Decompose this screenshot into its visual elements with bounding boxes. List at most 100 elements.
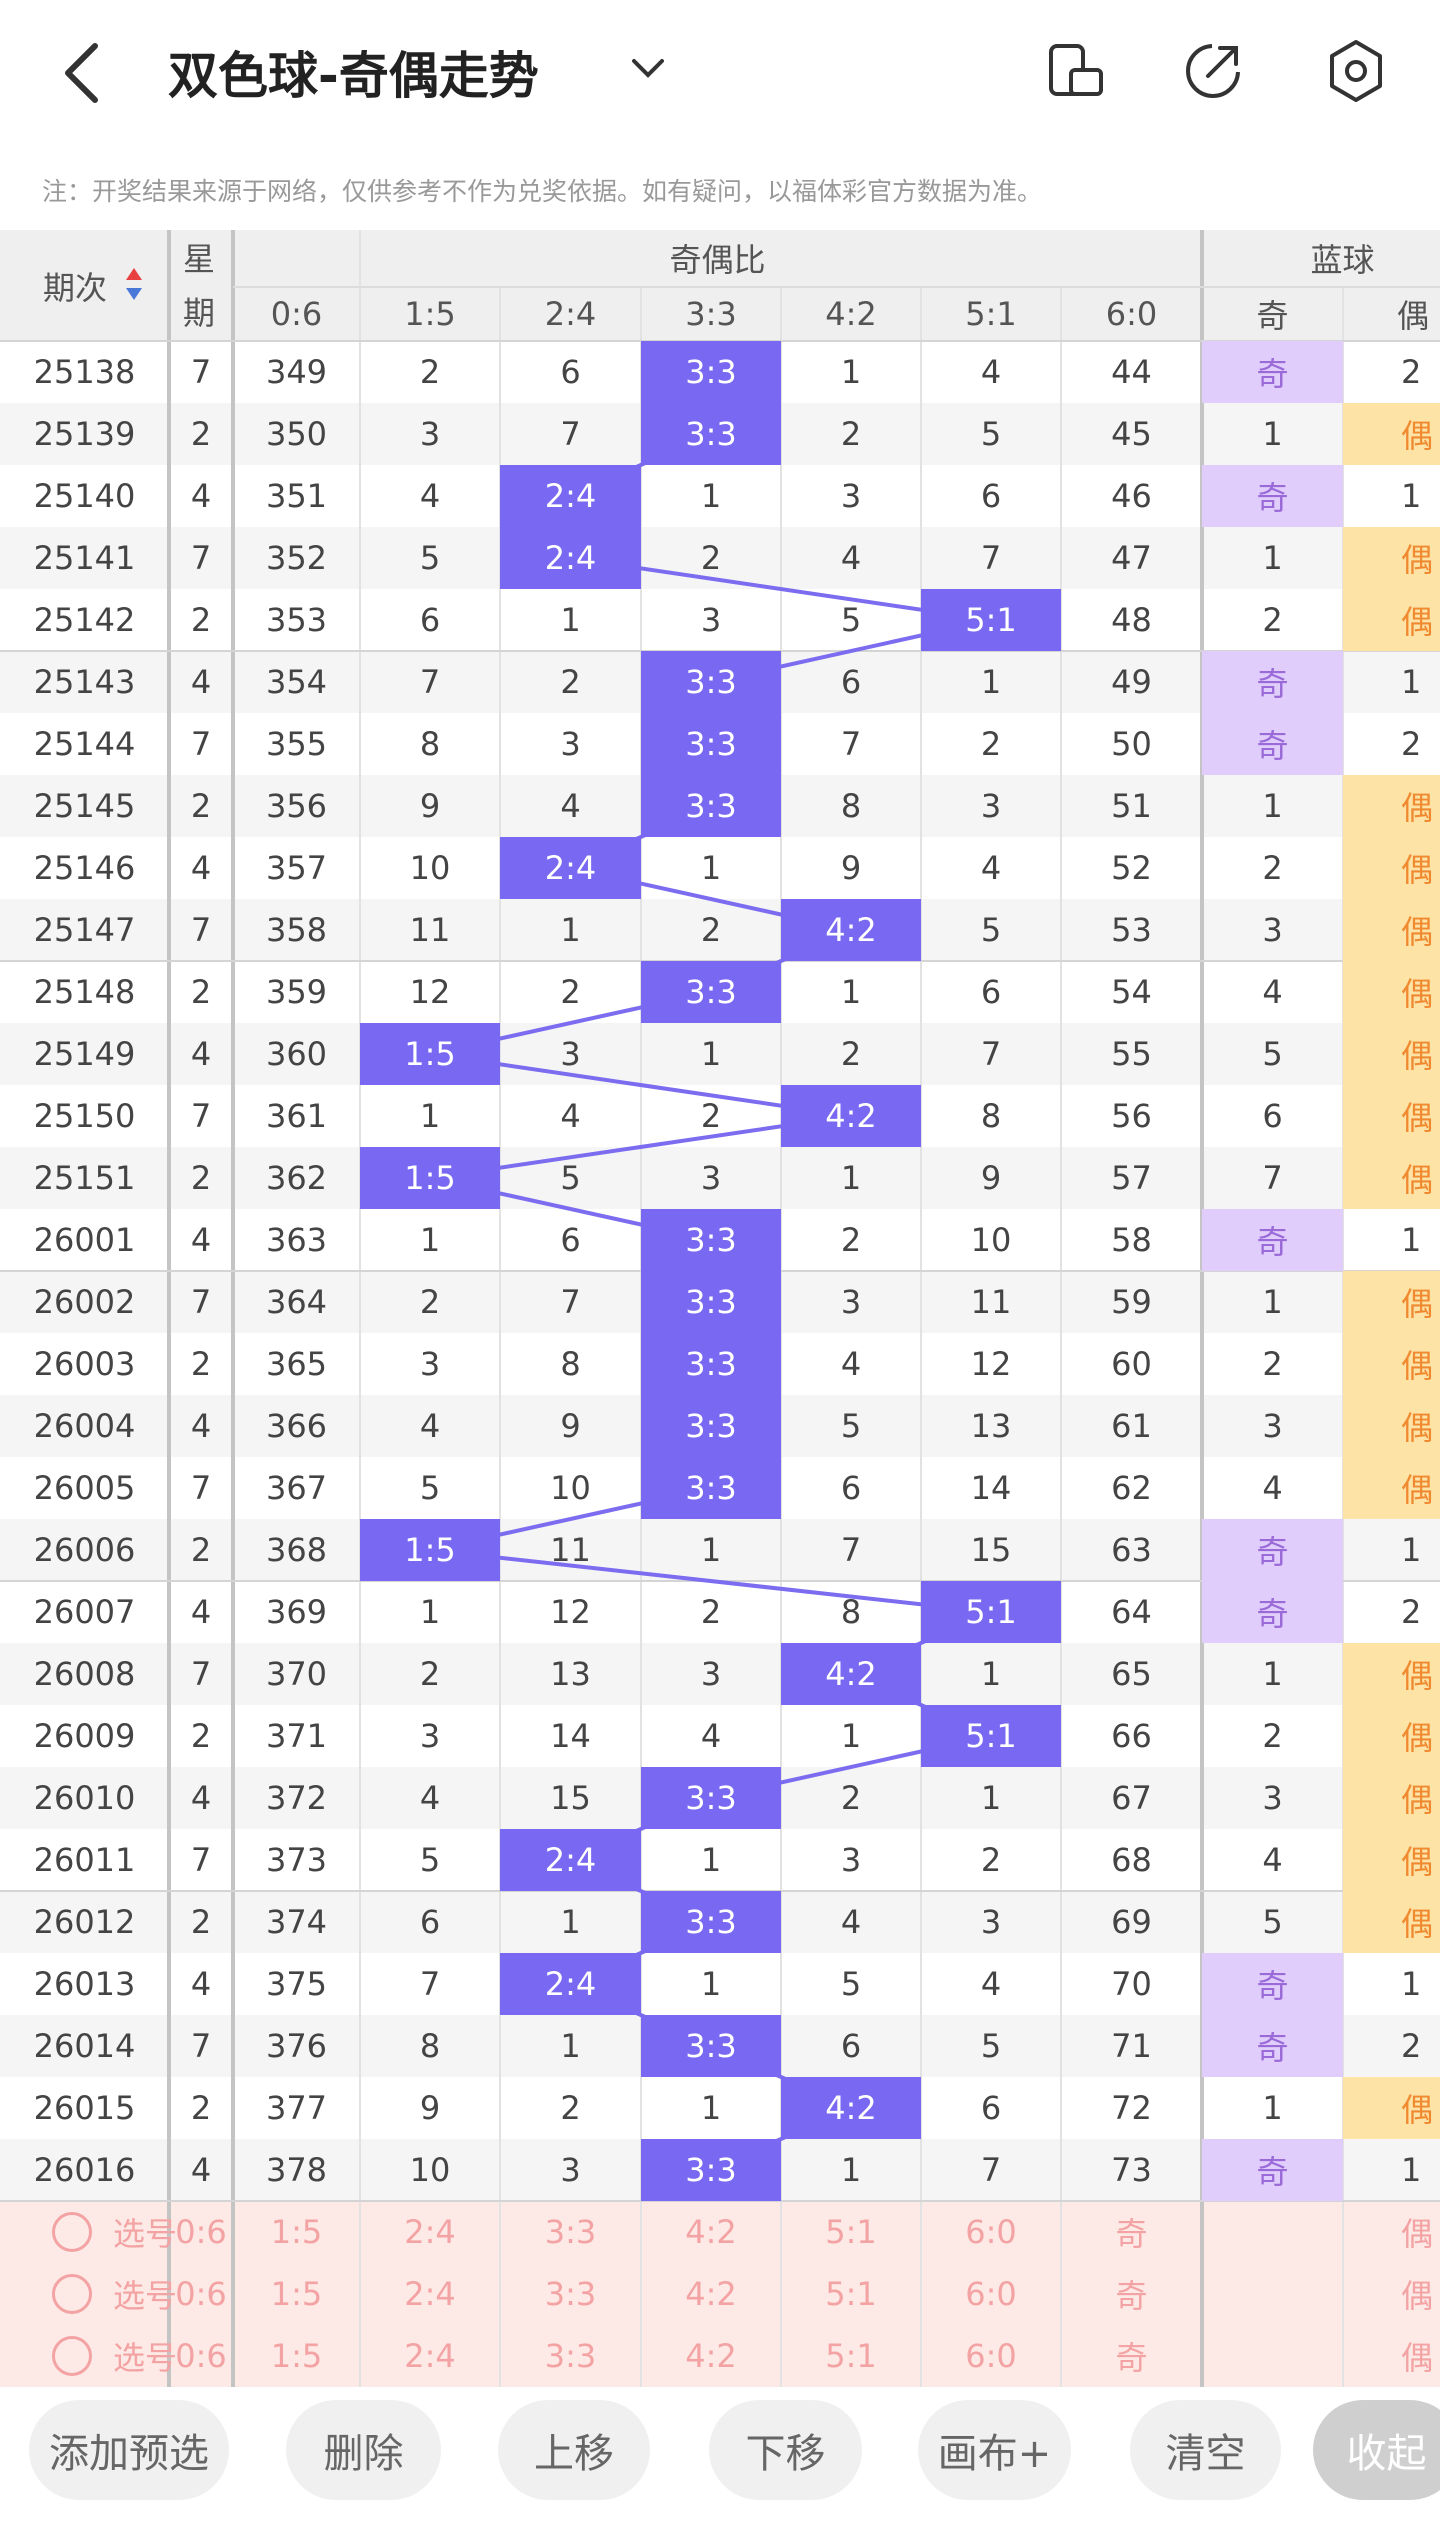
picker-radio[interactable] <box>52 2212 92 2252</box>
picker-option[interactable]: 偶 <box>1401 2339 1434 2377</box>
picker-option[interactable]: 1:5 <box>270 2337 323 2375</box>
header-ratio-col: 0:6 <box>270 294 323 333</box>
picker-option[interactable]: 偶 <box>1401 2215 1434 2253</box>
disclaimer: 注：开奖结果来源于网络，仅供参考不作为兑奖依据。如有疑问，以福体彩官方数据为准。 <box>42 177 1043 206</box>
cell: 349 <box>265 353 328 391</box>
cell: 356 <box>265 787 328 825</box>
even-cell: 偶 <box>1343 899 1440 961</box>
cell: 1 <box>840 2151 862 2189</box>
picker-option[interactable]: 1:5 <box>270 2213 323 2251</box>
picker-option[interactable]: 0:6 <box>175 2213 227 2251</box>
cell: 15 <box>550 1779 591 1817</box>
header-ratio-col: 2:4 <box>544 294 597 333</box>
grid-line <box>167 230 171 2387</box>
toolbar-button[interactable]: 清空 <box>1130 2400 1281 2500</box>
picker-option[interactable]: 4:2 <box>685 2337 737 2375</box>
cell: 7 <box>190 1841 212 1879</box>
picker-option[interactable]: 5:1 <box>825 2337 877 2375</box>
picker-option[interactable]: 奇 <box>1115 2277 1148 2315</box>
picker-option[interactable]: 1:5 <box>270 2275 323 2313</box>
cell: 2 <box>1262 1717 1283 1755</box>
cell: 25144 <box>33 725 136 763</box>
cell: 355 <box>265 725 328 763</box>
picker-option[interactable]: 4:2 <box>685 2213 737 2251</box>
cell: 7 <box>1262 1159 1283 1197</box>
cell: 358 <box>265 911 328 949</box>
cell: 56 <box>1111 1097 1152 1135</box>
picker-option[interactable]: 偶 <box>1401 2277 1434 2315</box>
toolbar-button[interactable]: 收起 <box>1313 2400 1440 2500</box>
cell: 4 <box>1262 1469 1283 1507</box>
toolbar-button[interactable]: 添加预选 <box>29 2400 229 2500</box>
cell: 2 <box>190 601 212 639</box>
rotate-icon[interactable] <box>1045 40 1105 102</box>
cell: 26014 <box>33 2027 136 2065</box>
cell: 2 <box>1401 2027 1422 2065</box>
picker-option[interactable]: 5:1 <box>825 2275 877 2313</box>
picker-option[interactable]: 3:3 <box>544 2213 597 2251</box>
cell: 2 <box>1262 601 1283 639</box>
picker-option[interactable]: 2:4 <box>404 2337 456 2375</box>
picker-option[interactable]: 奇 <box>1115 2215 1148 2253</box>
settings-icon[interactable] <box>1325 38 1387 104</box>
cell: 5 <box>840 1407 862 1445</box>
cell: 1 <box>560 911 581 949</box>
sort-icon[interactable] <box>124 266 144 302</box>
cell: 66 <box>1111 1717 1152 1755</box>
picker-option[interactable]: 选号 <box>112 2277 177 2315</box>
cell: 2 <box>190 1531 212 1569</box>
grid-line <box>359 230 361 2387</box>
toolbar-button[interactable]: 下移 <box>709 2400 862 2500</box>
even-cell: 偶 <box>1343 1333 1440 1395</box>
cell: 1 <box>419 1593 441 1631</box>
cell: 2 <box>560 973 581 1011</box>
hit-cell: 4:2 <box>781 1085 921 1147</box>
picker-option[interactable]: 6:0 <box>965 2275 1017 2313</box>
cell: 4 <box>1262 1841 1283 1879</box>
picker-option[interactable]: 6:0 <box>965 2337 1017 2375</box>
hit-cell: 3:3 <box>641 651 781 713</box>
picker-option[interactable]: 奇 <box>1115 2339 1148 2377</box>
toolbar-button[interactable]: 删除 <box>286 2400 441 2500</box>
picker-option[interactable]: 选号 <box>112 2215 177 2253</box>
cell: 2 <box>700 1593 722 1631</box>
toolbar-button[interactable]: 上移 <box>498 2400 650 2500</box>
picker-option[interactable]: 4:2 <box>685 2275 737 2313</box>
cell: 7 <box>190 1283 212 1321</box>
picker-option[interactable]: 0:6 <box>175 2275 227 2313</box>
back-button[interactable] <box>50 38 110 108</box>
cell: 7 <box>190 911 212 949</box>
picker-option[interactable]: 0:6 <box>175 2337 227 2375</box>
picker-option[interactable]: 5:1 <box>825 2213 877 2251</box>
cell: 2 <box>980 725 1002 763</box>
cell: 3 <box>419 1717 441 1755</box>
cell: 5 <box>980 2027 1002 2065</box>
share-icon[interactable] <box>1182 40 1244 102</box>
picker-radio[interactable] <box>52 2336 92 2376</box>
cell: 25148 <box>33 973 136 1011</box>
cell: 3 <box>700 1655 722 1693</box>
cell: 3 <box>560 725 581 763</box>
cell: 4 <box>419 1779 441 1817</box>
odd-cell: 奇 <box>1202 1581 1343 1643</box>
cell: 5 <box>840 601 862 639</box>
picker-option[interactable]: 2:4 <box>404 2213 456 2251</box>
picker-option[interactable]: 3:3 <box>544 2337 597 2375</box>
cell: 1 <box>980 663 1002 701</box>
even-cell: 偶 <box>1343 1643 1440 1705</box>
cell: 1 <box>840 1159 862 1197</box>
dropdown[interactable] <box>628 55 668 85</box>
cell: 1 <box>700 1531 722 1569</box>
picker-option[interactable]: 2:4 <box>404 2275 456 2313</box>
cell: 373 <box>265 1841 328 1879</box>
picker-option[interactable]: 3:3 <box>544 2275 597 2313</box>
toolbar-button[interactable]: 画布+ <box>918 2400 1071 2500</box>
cell: 5 <box>419 1841 441 1879</box>
picker-radio[interactable] <box>52 2274 92 2314</box>
picker-option[interactable]: 选号 <box>112 2339 177 2377</box>
picker-option[interactable]: 6:0 <box>965 2213 1017 2251</box>
cell: 2 <box>419 353 441 391</box>
cell: 357 <box>265 849 328 887</box>
cell: 365 <box>265 1345 328 1383</box>
cell: 376 <box>265 2027 328 2065</box>
